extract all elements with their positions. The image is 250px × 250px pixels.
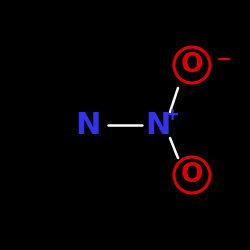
Text: +: + [164, 106, 180, 124]
Text: N: N [75, 110, 101, 140]
Text: N: N [145, 110, 171, 140]
Text: O: O [181, 52, 203, 78]
Text: −: − [216, 50, 232, 68]
Text: O: O [181, 162, 203, 188]
